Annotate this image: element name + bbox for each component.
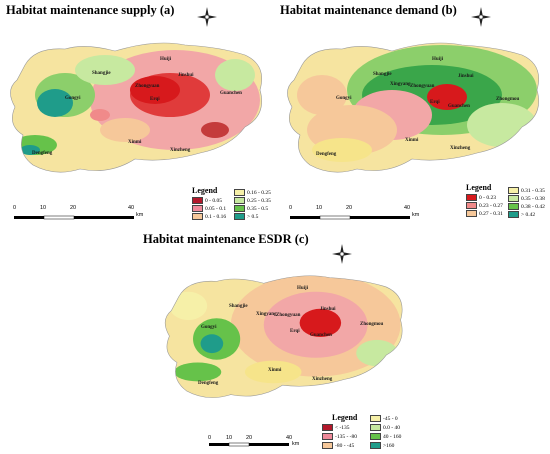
city-label: Zhongyuan xyxy=(410,84,435,89)
city-label: Xinmi xyxy=(268,368,282,373)
legend-item: 0.16 - 0.25 xyxy=(234,189,271,196)
legend-b: Legend 0 - 0.23 0.23 - 0.27 0.27 - 0.31 … xyxy=(462,183,550,223)
city-label: Jinshui xyxy=(178,73,194,78)
city-label: Zhongyuan xyxy=(135,84,160,89)
legend-a: Legend 0 - 0.05 0.05 - 0.1 0.1 - 0.16 0.… xyxy=(186,186,276,224)
legend-item: 0.27 - 0.31 xyxy=(466,210,503,217)
legend-item: 0.31 - 0.35 xyxy=(508,187,545,194)
legend-item: 0.25 - 0.35 xyxy=(234,197,271,204)
city-label: Guanchen xyxy=(448,104,470,109)
city-label: Shangjie xyxy=(92,71,111,76)
legend-item: 40 - 160 xyxy=(370,433,401,440)
legend-item: 0.38 - 0.42 xyxy=(508,203,545,210)
scalebar-a xyxy=(14,215,134,220)
city-label: Zhongyuan xyxy=(276,313,301,318)
north-arrow-a xyxy=(197,7,217,27)
legend-item: 0.35 - 0.5 xyxy=(234,205,268,212)
legend-item: 0.1 - 0.16 xyxy=(192,213,226,220)
city-label: Huiji xyxy=(297,286,309,291)
legend-c: Legend < -135 -135 - -80 -80 - -45 -45 -… xyxy=(320,413,410,453)
city-label: Xinzheng xyxy=(450,146,471,151)
city-label: Xinzheng xyxy=(312,377,333,382)
city-label: Xinzheng xyxy=(170,148,191,153)
legend-item: -80 - -45 xyxy=(322,442,354,449)
scalebar-c xyxy=(209,442,289,447)
city-label: Gongyi xyxy=(336,96,352,101)
city-label: Guanchen xyxy=(310,333,332,338)
legend-item: -45 - 0 xyxy=(370,415,398,422)
legend-item: 0 - 0.05 xyxy=(192,197,222,204)
city-label: Erqi xyxy=(150,97,160,102)
city-label: Guanchen xyxy=(220,91,242,96)
legend-item: 0.05 - 0.1 xyxy=(192,205,226,212)
city-label: Gongyi xyxy=(201,325,217,330)
city-label: Dengfeng xyxy=(316,152,337,157)
city-label: Xingyang xyxy=(256,312,277,317)
city-label: Xingyang xyxy=(390,82,411,87)
city-label: Gongyi xyxy=(65,96,81,101)
legend-item: >160 xyxy=(370,442,394,449)
legend-item: > 0.5 xyxy=(234,213,258,220)
map-a xyxy=(10,42,262,173)
city-label: Jinshui xyxy=(458,74,474,79)
legend-item: -135 - -80 xyxy=(322,433,357,440)
city-label: Erqi xyxy=(430,100,440,105)
panel-b-title: Habitat maintenance demand (b) xyxy=(280,3,457,17)
panel-c-title: Habitat maintenance ESDR (c) xyxy=(143,232,309,246)
map-b xyxy=(287,42,539,173)
city-label: Jinshui xyxy=(320,307,336,312)
city-label: Dengfeng xyxy=(198,381,219,386)
legend-item: 0.0 - 40 xyxy=(370,424,400,431)
legend-item: 0.23 - 0.27 xyxy=(466,202,503,209)
north-arrow-b xyxy=(471,7,491,27)
panel-a-title: Habitat maintenance supply (a) xyxy=(6,3,175,17)
city-label: Zhongmou xyxy=(360,322,384,327)
city-label: Shangjie xyxy=(373,72,392,77)
city-label: Huiji xyxy=(160,57,172,62)
city-label: Huiji xyxy=(432,57,444,62)
north-arrow-c xyxy=(332,244,352,264)
map-c xyxy=(164,275,403,398)
legend-item: < -135 xyxy=(322,424,350,431)
city-label: Dengfeng xyxy=(32,151,53,156)
city-label: Xinmi xyxy=(128,140,142,145)
city-label: Shangjie xyxy=(229,304,248,309)
legend-item: > 0.42 xyxy=(508,211,535,218)
city-label: Zhongmou xyxy=(496,97,520,102)
legend-item: 0.35 - 0.38 xyxy=(508,195,545,202)
legend-item: 0 - 0.23 xyxy=(466,194,496,201)
city-label: Erqi xyxy=(290,329,300,334)
city-label: Xinmi xyxy=(405,138,419,143)
scalebar-b xyxy=(290,215,410,220)
